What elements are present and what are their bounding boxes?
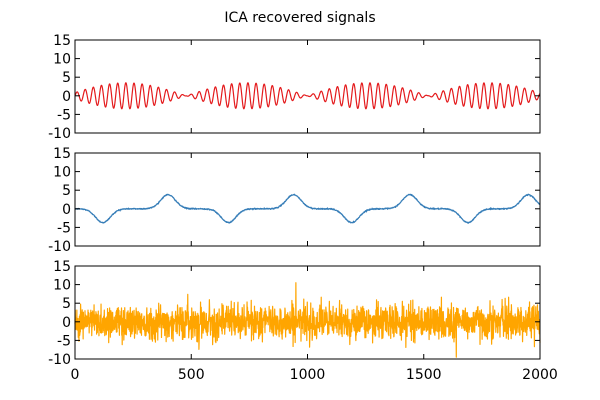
xtick-label: 500: [178, 367, 205, 383]
series-line-3: [74, 282, 541, 358]
ytick-label: 15: [53, 146, 71, 162]
plot-frame: [74, 39, 541, 134]
ytick-label: -10: [48, 239, 71, 255]
figure-title: ICA recovered signals: [224, 10, 375, 26]
subplot-2: -10 -5 0 5 10 15: [48, 146, 541, 255]
xtick-label: 1500: [406, 367, 442, 383]
ytick-label: -10: [48, 126, 71, 142]
ytick-label: -5: [57, 333, 71, 349]
ytick-label: 0: [62, 89, 71, 105]
xtick-label: 2000: [522, 367, 558, 383]
series-line-2: [74, 193, 541, 224]
ytick-label: 5: [62, 296, 71, 312]
ytick-label: 0: [62, 202, 71, 218]
xtick-label: 0: [71, 367, 80, 383]
ytick-label: 5: [62, 70, 71, 86]
ytick-label: -10: [48, 352, 71, 368]
ytick-label: 10: [53, 278, 71, 294]
series-line-1: [74, 82, 541, 110]
ytick-label: 10: [53, 52, 71, 68]
plot-frame: [74, 152, 541, 247]
ytick-label: 5: [62, 183, 71, 199]
xtick-label: 1000: [290, 367, 326, 383]
ytick-label: 15: [53, 259, 71, 275]
ytick-label: -5: [57, 220, 71, 236]
subplot-3: -10 -5 0 5 10 15 0 500 1000 1500 2000: [48, 259, 558, 383]
ytick-label: -5: [57, 107, 71, 123]
ytick-label: 15: [53, 33, 71, 49]
ytick-label: 0: [62, 315, 71, 331]
subplot-1: -10 -5 0 5 10 15: [48, 33, 541, 142]
ytick-label: 10: [53, 165, 71, 181]
